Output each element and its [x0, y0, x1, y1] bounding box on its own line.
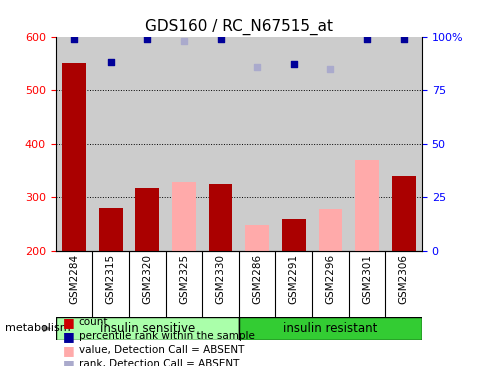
Text: percentile rank within the sample: percentile rank within the sample: [78, 331, 254, 341]
Point: [399, 36, 407, 42]
Text: GSM2315: GSM2315: [106, 254, 116, 304]
Bar: [99, 208, 122, 251]
Bar: [354, 160, 378, 251]
Text: metabolism: metabolism: [5, 324, 70, 333]
Point: [70, 36, 78, 42]
Bar: [281, 219, 305, 251]
Text: ■: ■: [63, 330, 75, 343]
Bar: [391, 176, 415, 251]
FancyBboxPatch shape: [56, 317, 239, 340]
Bar: [62, 63, 86, 251]
Text: value, Detection Call = ABSENT: value, Detection Call = ABSENT: [78, 345, 243, 355]
Bar: [135, 187, 159, 251]
Bar: [172, 182, 196, 251]
Text: rank, Detection Call = ABSENT: rank, Detection Call = ABSENT: [78, 359, 239, 366]
Text: GSM2325: GSM2325: [179, 254, 189, 304]
Text: GSM2296: GSM2296: [325, 254, 335, 304]
Text: insulin resistant: insulin resistant: [283, 322, 377, 335]
Text: GSM2306: GSM2306: [398, 254, 408, 304]
Text: ■: ■: [63, 344, 75, 357]
Bar: [318, 209, 342, 251]
Point: [289, 61, 297, 67]
Bar: [208, 184, 232, 251]
Text: GSM2301: GSM2301: [361, 254, 371, 304]
Text: GSM2291: GSM2291: [288, 254, 298, 304]
FancyBboxPatch shape: [239, 317, 421, 340]
Title: GDS160 / RC_N67515_at: GDS160 / RC_N67515_at: [145, 19, 332, 35]
Text: ■: ■: [63, 358, 75, 366]
Text: GSM2286: GSM2286: [252, 254, 262, 304]
Point: [216, 36, 224, 42]
Point: [363, 36, 370, 42]
Point: [253, 64, 260, 70]
Point: [180, 38, 187, 44]
Text: GSM2330: GSM2330: [215, 254, 225, 304]
Text: count: count: [78, 317, 108, 328]
Point: [106, 59, 114, 65]
Point: [143, 36, 151, 42]
Text: GSM2320: GSM2320: [142, 254, 152, 304]
Text: GSM2284: GSM2284: [69, 254, 79, 304]
Bar: [245, 225, 269, 251]
Text: insulin sensitive: insulin sensitive: [100, 322, 195, 335]
Text: ■: ■: [63, 316, 75, 329]
Point: [326, 66, 333, 72]
